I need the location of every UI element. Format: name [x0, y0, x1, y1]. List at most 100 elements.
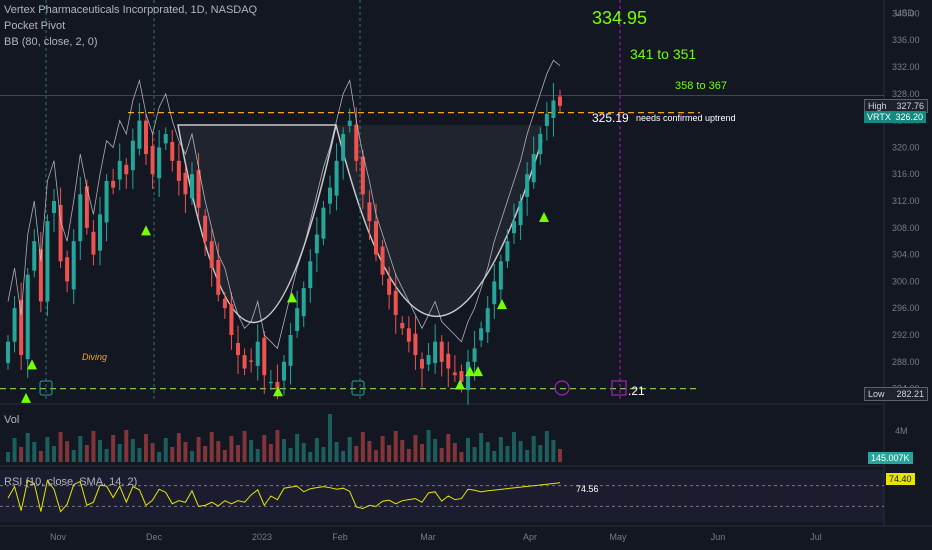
- candle-body[interactable]: [130, 140, 135, 171]
- candle-body[interactable]: [393, 290, 398, 315]
- candle-body[interactable]: [538, 134, 543, 155]
- candle-body[interactable]: [472, 348, 477, 362]
- candle-body[interactable]: [157, 147, 162, 179]
- candle-body[interactable]: [518, 201, 523, 226]
- candle-body[interactable]: [65, 257, 70, 282]
- candle-body[interactable]: [12, 308, 17, 342]
- candle-body[interactable]: [558, 96, 562, 106]
- rsi-line[interactable]: [7, 479, 561, 513]
- pocket-pivot-marker[interactable]: [497, 299, 507, 310]
- candle-body[interactable]: [150, 146, 155, 175]
- candle-body[interactable]: [84, 186, 89, 228]
- candle-body[interactable]: [229, 304, 234, 335]
- candle-body[interactable]: [137, 120, 142, 149]
- candle-body[interactable]: [498, 261, 503, 290]
- candle-body[interactable]: [45, 221, 50, 302]
- candle-body[interactable]: [111, 180, 116, 188]
- candle-body[interactable]: [170, 142, 175, 161]
- candle-body[interactable]: [426, 355, 431, 365]
- pocket-pivot-marker[interactable]: [273, 386, 283, 397]
- candle-body[interactable]: [262, 337, 267, 376]
- candle-body[interactable]: [71, 241, 76, 290]
- candle-body[interactable]: [301, 288, 306, 317]
- candle-body[interactable]: [341, 134, 346, 161]
- candle-body[interactable]: [78, 194, 83, 242]
- pocket-pivot-marker[interactable]: [473, 366, 483, 377]
- candle-body[interactable]: [117, 160, 122, 180]
- candle-body[interactable]: [38, 249, 43, 302]
- pocket-pivot-marker[interactable]: [287, 292, 297, 303]
- candle-body[interactable]: [479, 328, 484, 341]
- candle-body[interactable]: [380, 246, 385, 275]
- candle-body[interactable]: [144, 120, 148, 155]
- candle-body[interactable]: [459, 371, 464, 382]
- candle-body[interactable]: [544, 113, 549, 126]
- candle-body[interactable]: [124, 164, 129, 175]
- pocket-pivot-marker[interactable]: [465, 366, 475, 377]
- pocket-pivot-marker[interactable]: [21, 392, 31, 403]
- candle-body[interactable]: [222, 298, 227, 309]
- indicator-pocket-pivot[interactable]: Pocket Pivot: [4, 20, 66, 32]
- candle-body[interactable]: [295, 308, 300, 331]
- candle-body[interactable]: [420, 359, 424, 369]
- pocket-pivot-marker[interactable]: [141, 225, 151, 236]
- candle-body[interactable]: [52, 201, 56, 214]
- candle-body[interactable]: [104, 180, 109, 223]
- candle-body[interactable]: [439, 341, 444, 362]
- candle-body[interactable]: [282, 361, 286, 381]
- candle-body[interactable]: [531, 154, 536, 183]
- candle-body[interactable]: [6, 341, 10, 364]
- candle-body[interactable]: [209, 241, 214, 268]
- volume-label[interactable]: Vol: [4, 414, 20, 426]
- candle-body[interactable]: [314, 234, 319, 254]
- candle-body[interactable]: [98, 214, 102, 251]
- pocket-pivot-marker[interactable]: [27, 359, 37, 370]
- candle-body[interactable]: [25, 274, 30, 360]
- candle-body[interactable]: [354, 124, 359, 161]
- candle-body[interactable]: [255, 341, 260, 366]
- indicator-bollinger[interactable]: BB (80, close, 2, 0): [4, 36, 98, 48]
- candle-body[interactable]: [433, 341, 438, 364]
- candle-body[interactable]: [32, 241, 37, 271]
- candle-body[interactable]: [360, 156, 365, 195]
- candle-body[interactable]: [525, 174, 530, 197]
- candle-body[interactable]: [58, 205, 63, 262]
- candle-body[interactable]: [400, 322, 405, 329]
- candle-body[interactable]: [275, 381, 280, 389]
- earnings-marker[interactable]: [351, 380, 365, 396]
- pocket-pivot-marker[interactable]: [539, 212, 549, 222]
- candle-body[interactable]: [176, 160, 181, 181]
- candle-body[interactable]: [367, 202, 372, 222]
- candle-body[interactable]: [551, 100, 556, 118]
- candle-body[interactable]: [505, 241, 510, 262]
- rsi-label[interactable]: RSI (10, close, SMA, 14, 2): [4, 476, 138, 488]
- candle-body[interactable]: [242, 355, 247, 369]
- candle-body[interactable]: [485, 308, 490, 333]
- pocket-pivot-marker[interactable]: [455, 379, 465, 390]
- candle-body[interactable]: [236, 343, 240, 356]
- candle-body[interactable]: [216, 259, 221, 295]
- dividend-marker[interactable]: [554, 380, 570, 396]
- candle-body[interactable]: [413, 333, 418, 356]
- candle-body[interactable]: [406, 328, 411, 342]
- candle-body[interactable]: [308, 261, 313, 289]
- candle-body[interactable]: [452, 372, 457, 376]
- candle-body[interactable]: [347, 120, 352, 126]
- candle-body[interactable]: [512, 221, 516, 234]
- candle-body[interactable]: [492, 281, 497, 305]
- candle-body[interactable]: [203, 215, 208, 242]
- candle-body[interactable]: [268, 381, 273, 384]
- candle-body[interactable]: [321, 207, 326, 239]
- earnings-upcoming-marker[interactable]: [611, 380, 627, 396]
- candle-body[interactable]: [91, 231, 96, 255]
- candle-body[interactable]: [183, 172, 188, 195]
- candle-body[interactable]: [387, 278, 392, 295]
- candle-body[interactable]: [190, 174, 194, 199]
- rsi-pane[interactable]: [0, 470, 884, 522]
- candle-body[interactable]: [249, 360, 254, 362]
- candle-body[interactable]: [446, 353, 451, 369]
- candle-body[interactable]: [334, 160, 339, 196]
- earnings-marker[interactable]: [39, 380, 53, 396]
